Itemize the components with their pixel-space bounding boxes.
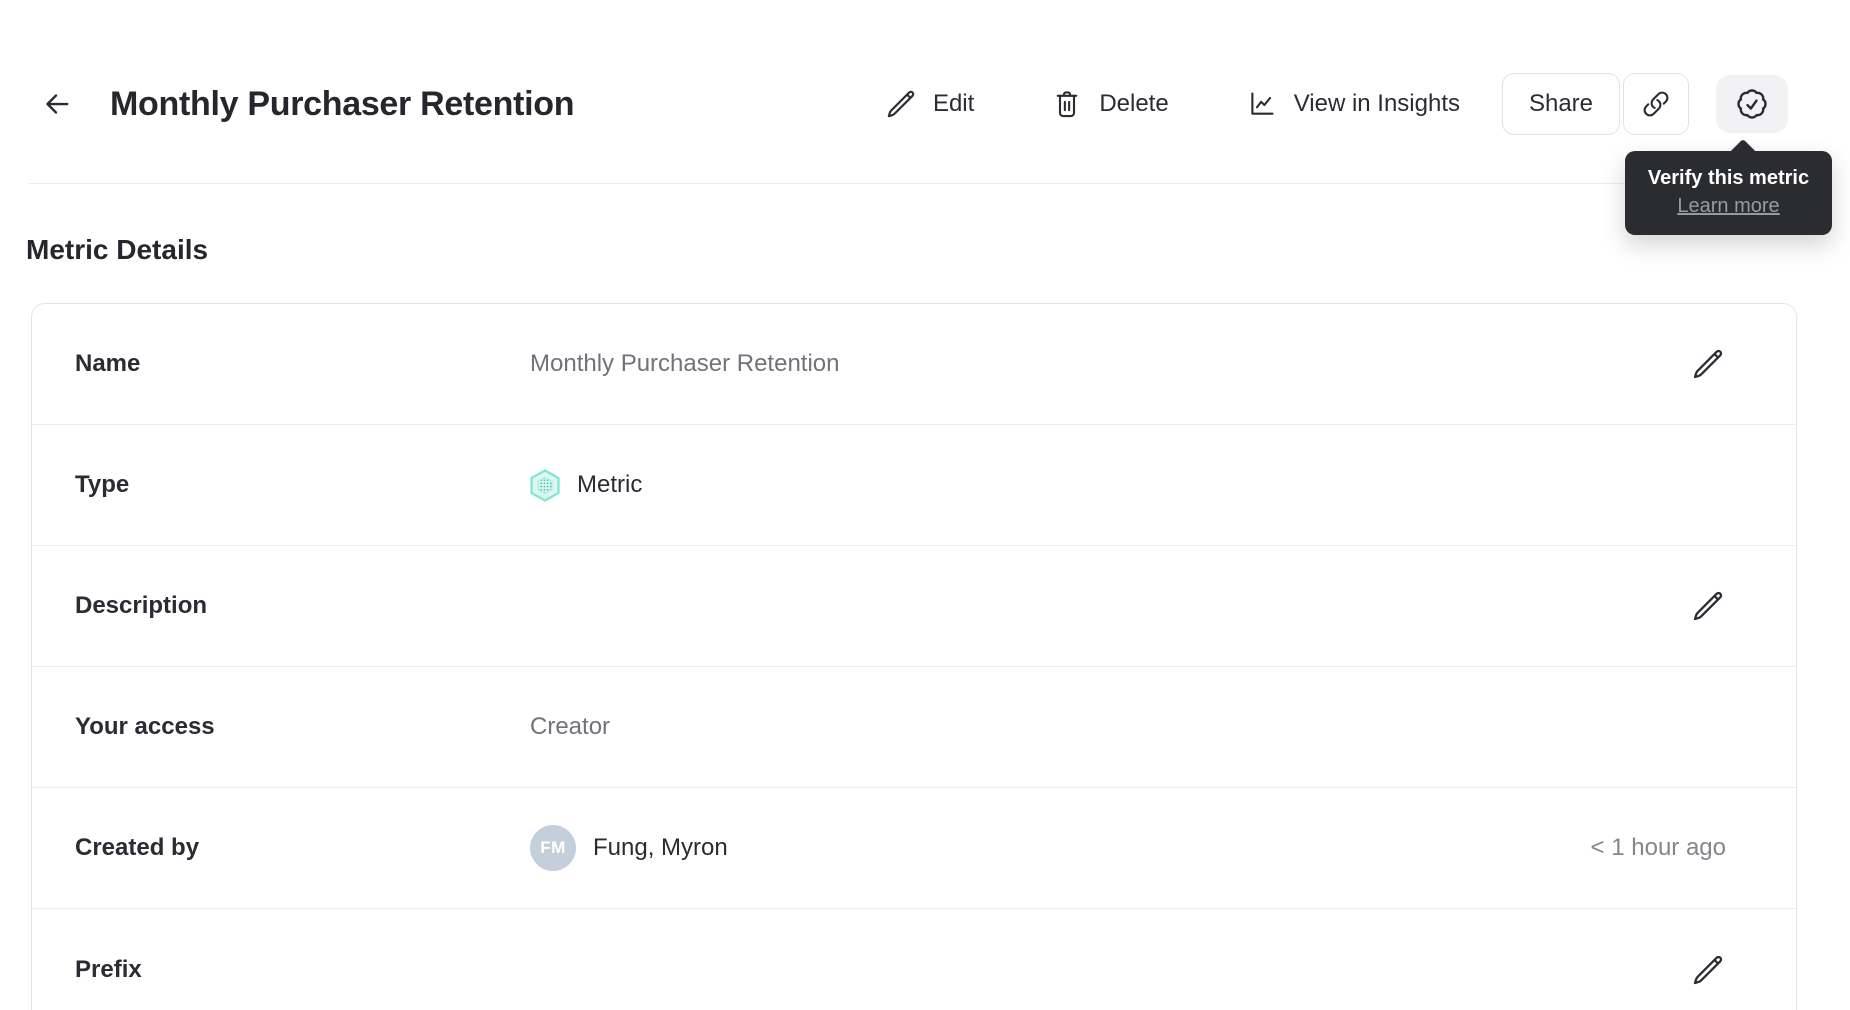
row-name-label: Name [75, 350, 141, 377]
learn-more-link[interactable]: Learn more [1677, 195, 1780, 217]
pencil-icon [1692, 954, 1724, 986]
pencil-icon [1692, 348, 1724, 380]
row-your-access-value: Creator [530, 713, 611, 740]
back-button[interactable] [40, 87, 74, 121]
page-title: Monthly Purchaser Retention [110, 84, 575, 123]
row-name-value: Monthly Purchaser Retention [530, 350, 840, 377]
edit-description-button[interactable] [1690, 588, 1726, 624]
row-name: Name Monthly Purchaser Retention [32, 304, 1796, 425]
verify-metric-button[interactable] [1716, 75, 1788, 133]
row-your-access: Your access Creator [32, 667, 1796, 788]
line-chart-icon [1247, 89, 1277, 119]
header-actions: Edit Delete View in Insights [886, 73, 1788, 135]
edit-button[interactable]: Edit [886, 89, 974, 119]
tooltip-arrow [1728, 138, 1758, 168]
trash-icon [1052, 89, 1082, 119]
section-heading: Metric Details [26, 234, 209, 265]
tooltip-title: Verify this metric [1647, 167, 1810, 189]
link-icon [1642, 90, 1670, 118]
row-type-label: Type [75, 471, 130, 498]
header-divider [28, 183, 1826, 184]
share-button-label: Share [1528, 90, 1594, 117]
pencil-icon [1692, 590, 1724, 622]
delete-button-label: Delete [1099, 90, 1169, 117]
row-description-label: Description [75, 592, 208, 619]
view-in-insights-label: View in Insights [1293, 90, 1460, 117]
view-in-insights-button[interactable]: View in Insights [1247, 89, 1460, 119]
edit-prefix-button[interactable] [1690, 952, 1726, 988]
delete-button[interactable]: Delete [1052, 89, 1169, 119]
page-header: Monthly Purchaser Retention Edit Delete [0, 72, 1850, 136]
row-prefix: Prefix [32, 909, 1796, 1010]
row-created-by-value: Fung, Myron [593, 834, 728, 861]
verified-badge-icon [1734, 86, 1770, 122]
arrow-left-icon [42, 89, 72, 119]
row-your-access-label: Your access [75, 713, 215, 740]
metric-details-card: Name Monthly Purchaser Retention Type [31, 303, 1797, 1010]
row-type: Type Metric [32, 425, 1796, 546]
copy-link-button[interactable] [1623, 73, 1689, 135]
row-type-value: Metric [577, 471, 643, 498]
row-created-by-label: Created by [75, 834, 200, 861]
row-description: Description [32, 546, 1796, 667]
edit-name-button[interactable] [1690, 346, 1726, 382]
metric-hexagon-icon [530, 468, 560, 502]
edit-button-label: Edit [932, 90, 975, 117]
created-time-label: < 1 hour ago [1590, 834, 1726, 861]
share-button[interactable]: Share [1502, 73, 1620, 135]
pencil-icon [886, 89, 916, 119]
verify-tooltip: Verify this metric Learn more [1625, 138, 1832, 235]
row-prefix-label: Prefix [75, 955, 142, 983]
avatar: FM [530, 825, 576, 871]
row-created-by: Created by FM Fung, Myron < 1 hour ago [32, 788, 1796, 909]
